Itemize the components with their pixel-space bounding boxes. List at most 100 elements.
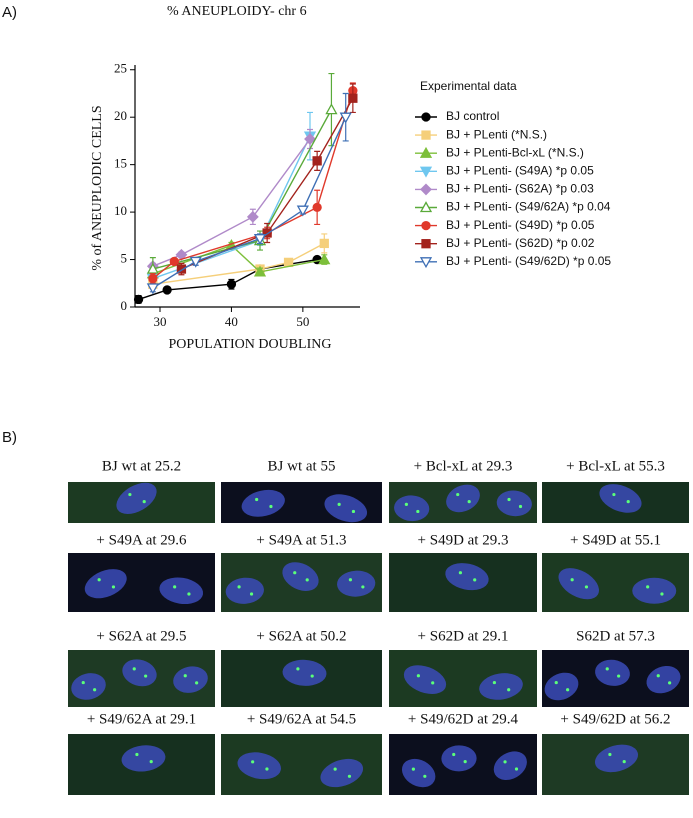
legend-marker [419, 146, 433, 158]
fish-signal [128, 492, 132, 497]
fish-signal [347, 774, 352, 778]
point [318, 253, 331, 265]
point [146, 283, 159, 295]
nucleus [441, 745, 477, 772]
nucleus [116, 482, 157, 515]
fish-signal [255, 497, 259, 502]
fish-signal [333, 767, 337, 771]
fish-signal [173, 585, 177, 589]
series-line [152, 138, 311, 267]
fish-signal [111, 585, 116, 589]
nucleus [320, 758, 364, 788]
fish-signal [503, 760, 507, 764]
image-caption: BJ wt at 55 [268, 458, 336, 474]
fish-signal [608, 752, 612, 757]
fish-signal [566, 688, 570, 692]
fish-signal [93, 688, 97, 692]
fish-signal [656, 674, 660, 678]
image-caption: + Bcl-xL at 55.3 [566, 458, 665, 474]
x-tick-label: 30 [154, 314, 167, 329]
fish-signal [351, 509, 356, 514]
nucleus [159, 577, 204, 605]
point [253, 234, 267, 246]
nucleus [337, 570, 376, 597]
x-tick-label: 50 [296, 314, 309, 329]
fish-signal [132, 667, 136, 671]
legend-entry: BJ + PLenti (*N.S.) [446, 127, 547, 141]
nucleus [121, 745, 166, 772]
fish-signal [251, 760, 255, 764]
image-caption: + S49/62A at 54.5 [247, 711, 356, 727]
nucleus [599, 484, 642, 513]
fish-signal [584, 585, 589, 589]
fish-signal [668, 681, 672, 685]
panel-label: B) [2, 429, 17, 446]
nucleus [445, 563, 489, 591]
point [226, 279, 237, 289]
fish-signal [492, 680, 496, 685]
fish-signal [81, 680, 85, 685]
fish-signal [135, 752, 139, 757]
image-caption: + S49A at 29.6 [96, 532, 187, 548]
fish-signal [144, 674, 148, 678]
y-tick-label: 25 [114, 61, 127, 76]
image-caption: BJ wt at 25.2 [102, 458, 181, 474]
point [176, 264, 187, 274]
fish-signal [361, 585, 365, 589]
nucleus [282, 659, 327, 686]
nucleus [84, 569, 127, 599]
fish-signal [518, 504, 523, 509]
nucleus [282, 562, 319, 591]
fish-signal [612, 492, 616, 497]
image-caption: + Bcl-xL at 29.3 [414, 458, 513, 474]
fish-signal [296, 667, 300, 671]
fish-signal [452, 752, 456, 757]
fish-signal [265, 767, 269, 771]
nucleus [479, 673, 523, 700]
point [319, 238, 329, 249]
fish-signal [646, 585, 650, 589]
legend-entry: BJ + PLenti- (S62D) *p 0.02 [446, 236, 595, 250]
image-caption: + S62D at 29.1 [418, 628, 509, 644]
fish-signal [554, 680, 558, 685]
y-tick-label: 10 [114, 203, 127, 218]
point [262, 228, 272, 238]
y-tick-label: 15 [114, 156, 127, 171]
legend-entry: BJ + PLenti- (S62A) *p 0.03 [446, 182, 594, 196]
image-caption: + S62A at 29.5 [96, 628, 186, 644]
point [146, 262, 159, 274]
image-caption: + S49D at 29.3 [418, 532, 509, 548]
fish-signal [617, 674, 621, 678]
nucleus [403, 665, 447, 694]
fish-signal [310, 674, 314, 678]
nucleus [646, 665, 681, 694]
fish-signal [97, 578, 101, 582]
fish-signal [473, 578, 477, 582]
nucleus [324, 494, 368, 523]
nucleus [225, 577, 264, 604]
fish-signal [195, 681, 199, 685]
fish-signal [187, 592, 191, 596]
point [348, 93, 358, 103]
fish-signal [337, 502, 341, 506]
legend-marker [419, 201, 433, 213]
panel-label: A) [2, 4, 17, 21]
image-caption: + S49/62D at 56.2 [560, 711, 670, 727]
series-line [152, 242, 325, 285]
point [304, 133, 316, 145]
nucleus [632, 577, 677, 604]
point [312, 156, 322, 166]
fish-signal [293, 571, 297, 575]
nucleus [71, 673, 106, 700]
point [339, 112, 352, 124]
fish-signal [416, 509, 420, 514]
nucleus [401, 758, 436, 788]
fish-signal [305, 578, 309, 582]
image-caption: + S49D at 55.1 [570, 532, 661, 548]
chart-title: % ANEUPLOIDY- chr 6 [167, 4, 307, 19]
x-tick-label: 40 [225, 314, 238, 329]
legend-entry: BJ + PLenti- (S49D) *p 0.05 [446, 218, 595, 232]
point [246, 210, 259, 223]
image-caption: + S49A at 51.3 [256, 532, 346, 548]
nucleus [594, 744, 639, 773]
